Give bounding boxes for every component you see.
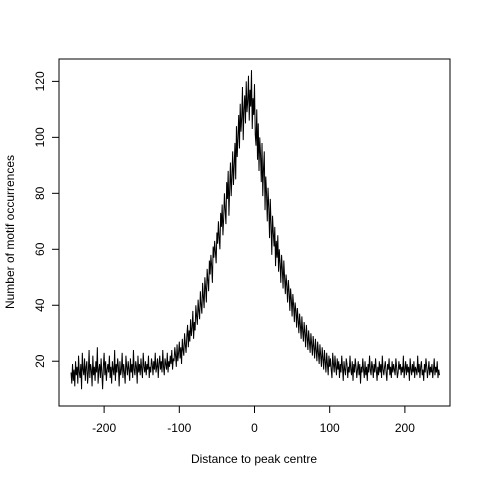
x-tick-label: -200 xyxy=(92,421,116,435)
y-tick-label: 80 xyxy=(33,186,47,200)
y-tick-label: 20 xyxy=(33,354,47,368)
series-line xyxy=(70,70,440,390)
x-tick-label: 200 xyxy=(395,421,415,435)
y-axis-label: Number of motif occurrences xyxy=(3,155,17,309)
y-tick-label: 40 xyxy=(33,298,47,312)
y-tick-label: 60 xyxy=(33,242,47,256)
x-tick-label: 0 xyxy=(251,421,258,435)
x-tick-label: 100 xyxy=(320,421,340,435)
y-axis: 20 40 60 80 100 120 xyxy=(33,71,60,368)
y-tick-label: 120 xyxy=(33,71,47,91)
y-tick-label: 100 xyxy=(33,127,47,147)
x-tick-label: -100 xyxy=(167,421,191,435)
x-axis: -200 -100 0 100 200 xyxy=(92,405,415,435)
x-axis-label: Distance to peak centre xyxy=(191,452,317,466)
